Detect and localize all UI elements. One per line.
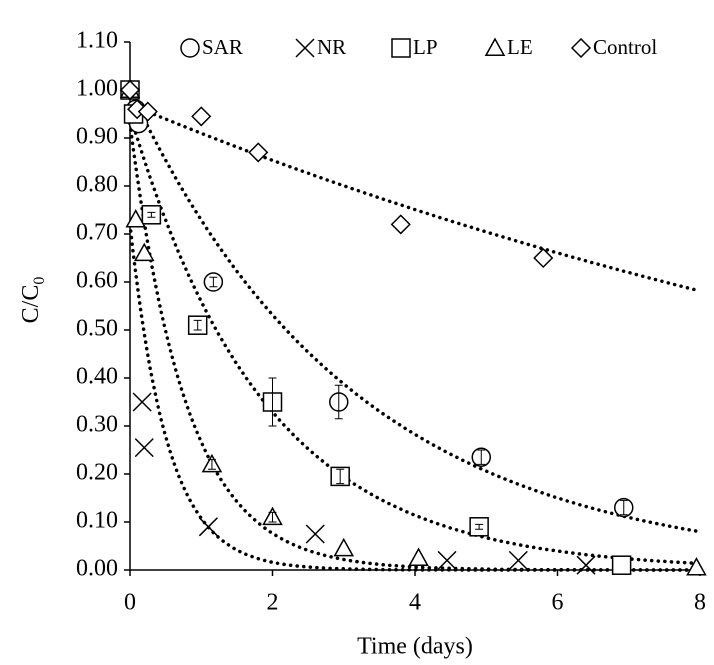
y-tick-label: 0.00 bbox=[76, 556, 118, 582]
legend-marker bbox=[180, 38, 200, 58]
x-axis-label: Time (days) bbox=[357, 634, 473, 660]
x-tick-label: 0 bbox=[124, 590, 136, 616]
marker-triangle bbox=[133, 242, 155, 262]
y-axis-label: C/C0 bbox=[18, 277, 48, 324]
error-bar bbox=[207, 459, 216, 470]
marker-diamond bbox=[137, 101, 158, 122]
error-bar bbox=[475, 523, 484, 530]
marker-triangle bbox=[333, 537, 355, 557]
error-bar bbox=[268, 511, 277, 523]
y-tick-label: 0.30 bbox=[76, 412, 118, 438]
y-tick-label: 0.50 bbox=[76, 316, 118, 342]
y-tick-label: 0.90 bbox=[76, 124, 118, 150]
marker-x bbox=[134, 438, 154, 458]
legend-marker bbox=[295, 38, 315, 58]
marker-diamond bbox=[191, 106, 212, 127]
fit-curve bbox=[128, 112, 702, 566]
legend-marker bbox=[484, 37, 506, 56]
error-bar bbox=[209, 276, 218, 288]
error-bar bbox=[619, 499, 628, 516]
legend-label: NR bbox=[317, 35, 346, 59]
marker-x bbox=[198, 517, 218, 537]
y-tick-label: 0.80 bbox=[76, 172, 118, 198]
error-bar bbox=[477, 449, 486, 465]
marker-diamond bbox=[248, 142, 269, 163]
y-tick-label: 0.40 bbox=[76, 364, 118, 390]
marker-triangle bbox=[125, 209, 146, 228]
marker-diamond bbox=[119, 79, 141, 101]
y-tick-label: 0.10 bbox=[76, 508, 118, 534]
legend-label: LE bbox=[507, 35, 533, 59]
y-tick-label: 1.00 bbox=[76, 76, 118, 102]
y-axis-label-sub: 0 bbox=[31, 277, 48, 285]
error-bar bbox=[147, 211, 156, 218]
marker-diamond bbox=[390, 214, 411, 235]
y-axis-label-main: C/C bbox=[18, 285, 44, 324]
error-bar bbox=[268, 377, 277, 427]
legend-label: LP bbox=[413, 35, 438, 59]
marker-x bbox=[576, 555, 596, 575]
marker-square bbox=[611, 555, 632, 575]
fit-curve bbox=[128, 88, 702, 534]
legend-marker bbox=[570, 37, 592, 59]
marker-x bbox=[508, 550, 528, 570]
y-tick-label: 0.70 bbox=[76, 220, 118, 246]
marker-triangle bbox=[686, 557, 707, 576]
legend-label: SAR bbox=[202, 35, 243, 59]
x-tick-label: 2 bbox=[267, 590, 279, 616]
marker-x bbox=[305, 524, 325, 544]
y-tick-label: 0.20 bbox=[76, 460, 118, 486]
fit-curve bbox=[128, 121, 702, 572]
marker-diamond bbox=[533, 247, 554, 269]
error-bar bbox=[334, 384, 343, 420]
error-bar bbox=[193, 319, 202, 331]
y-tick-label: 1.10 bbox=[76, 28, 118, 54]
legend-label: Control bbox=[593, 35, 657, 59]
legend-marker bbox=[391, 38, 411, 58]
marker-x bbox=[437, 550, 457, 570]
error-bar bbox=[336, 468, 345, 485]
x-tick-label: 6 bbox=[552, 590, 564, 616]
x-tick-label: 8 bbox=[694, 590, 706, 616]
fit-curve bbox=[128, 102, 702, 293]
y-tick-label: 0.60 bbox=[76, 268, 118, 294]
fit-curve bbox=[128, 222, 702, 572]
x-tick-label: 4 bbox=[409, 590, 421, 616]
marker-x bbox=[132, 392, 152, 412]
marker-triangle bbox=[408, 547, 429, 566]
